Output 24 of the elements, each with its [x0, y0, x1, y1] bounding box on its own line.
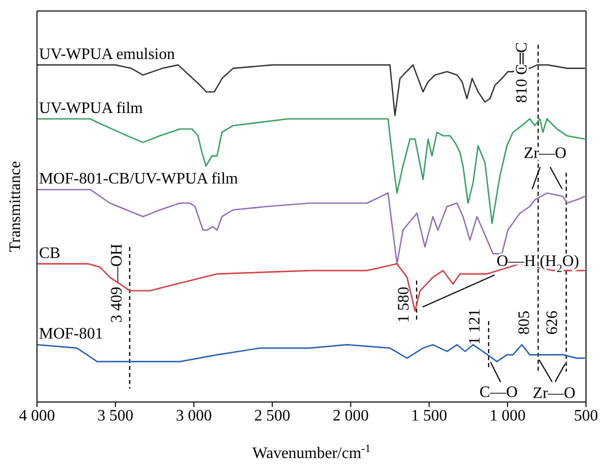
- ref-line-label: 626: [544, 310, 562, 335]
- series-label: CB: [39, 244, 60, 262]
- annotation: 810 C═C: [513, 42, 530, 103]
- x-axis-title: Wavenumber/cm$^{-1}$: [252, 443, 371, 462]
- x-tick-label: 2 000: [332, 407, 369, 424]
- y-axis-title: Transmittance: [7, 161, 24, 252]
- series-label: MOF-801: [39, 326, 104, 343]
- annotation: Zr—O: [524, 145, 566, 162]
- x-tick-label: 3 500: [97, 407, 134, 424]
- x-tick-label: 2 500: [254, 407, 290, 424]
- series-label: UV-WPUA film: [39, 100, 144, 117]
- ref-line-label: 3 409 —OH: [108, 243, 126, 323]
- series-label: MOF-801-CB/UV-WPUA film: [39, 170, 239, 188]
- x-tick-label: 4 000: [19, 407, 55, 424]
- annotation: Zr—O: [532, 384, 576, 402]
- series-label: UV-WPUA emulsion: [39, 46, 175, 63]
- x-tick-label: 3 000: [176, 407, 212, 424]
- ref-line-label: 1 580: [396, 286, 413, 323]
- x-tick-label: 1 500: [411, 407, 448, 424]
- x-tick-label: 500: [574, 407, 598, 424]
- ref-line-label: 805: [516, 310, 534, 335]
- x-tick-label: 1 000: [490, 407, 526, 424]
- ref-line-label: 1 121: [466, 308, 484, 345]
- annotation: C—O: [479, 384, 518, 402]
